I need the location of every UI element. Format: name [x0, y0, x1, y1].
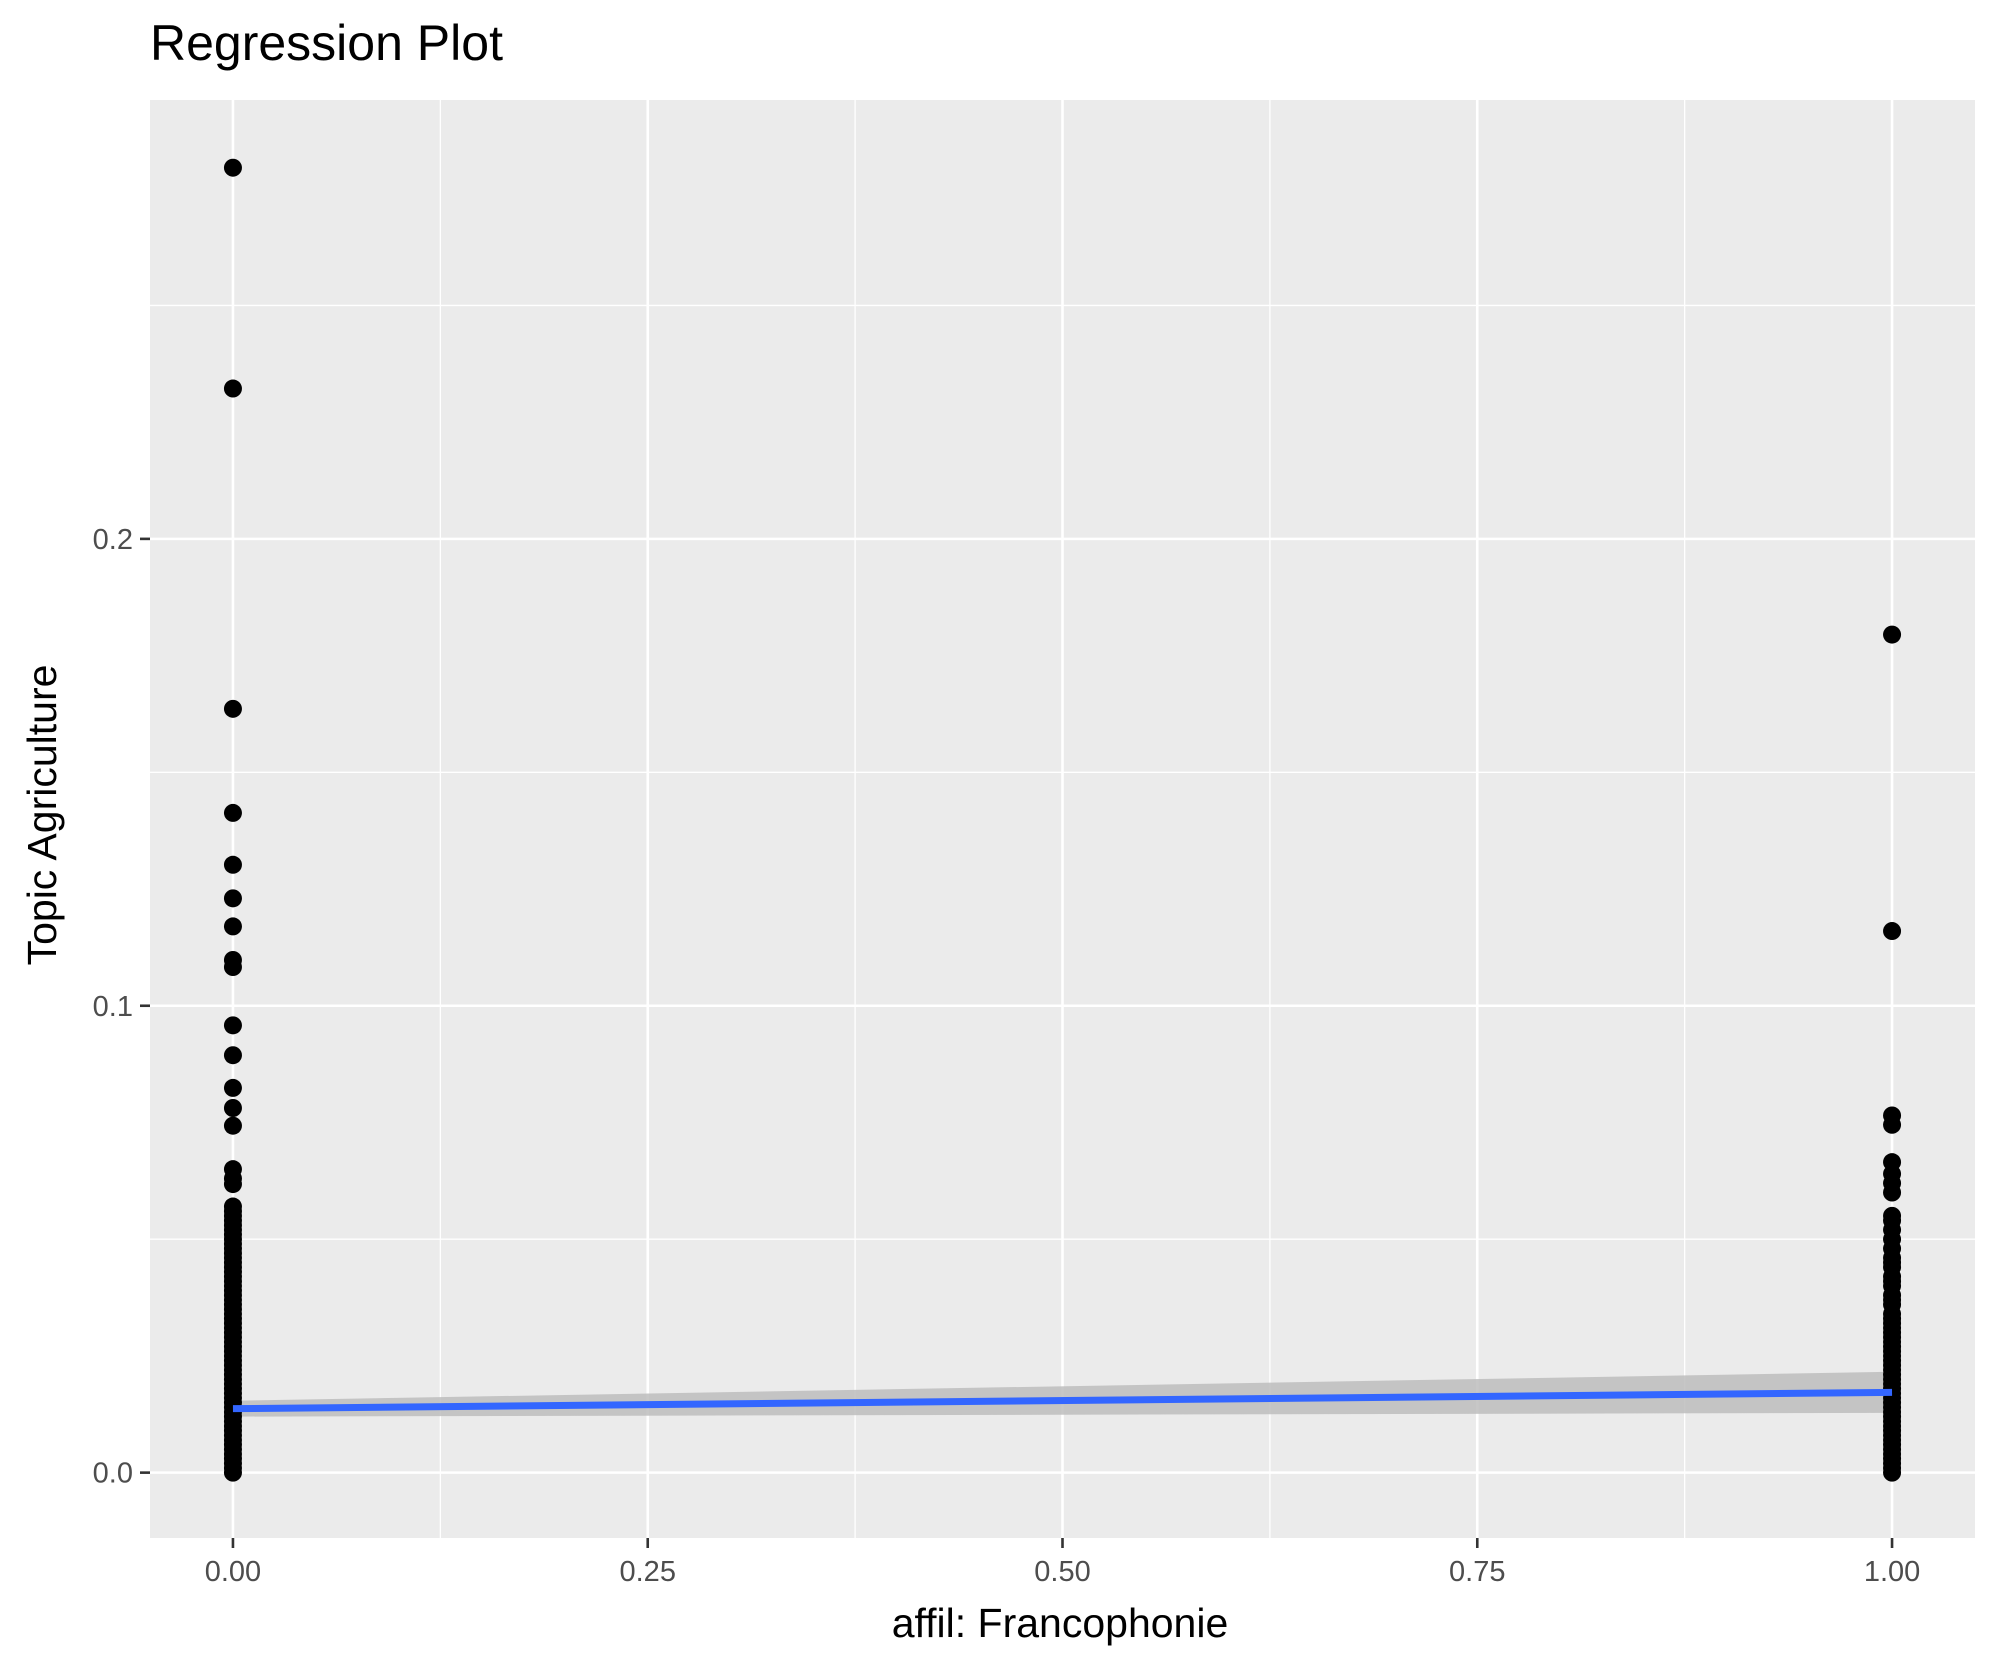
x-axis: 0.00 0.25 0.50 0.75 1.00	[205, 1538, 1920, 1588]
data-point-group-0	[223, 889, 242, 908]
data-point-group-0	[223, 1046, 242, 1065]
y-tick-label: 0.1	[93, 991, 133, 1023]
data-point-group-1	[1883, 1115, 1902, 1134]
x-tick-label: 0.50	[1034, 1556, 1090, 1588]
data-point-group-0	[223, 917, 242, 936]
data-point-group-1	[1883, 1463, 1902, 1482]
regression-line-group	[232, 1388, 1893, 1413]
y-axis-title: Topic Agriculture	[19, 665, 65, 966]
grid-lines	[150, 100, 1975, 1538]
y-axis: 0.0 0.1 0.2	[93, 524, 150, 1490]
data-point-group-0	[223, 1116, 242, 1135]
data-point-group-1	[1883, 1183, 1902, 1202]
x-tick-label: 0.25	[620, 1556, 676, 1588]
data-point-group-1	[1883, 922, 1902, 941]
data-point-group-0	[223, 1016, 242, 1035]
data-point-group-0	[223, 855, 242, 874]
chart-title: Regression Plot	[150, 15, 503, 71]
data-point-group-1	[1883, 625, 1902, 644]
data-point-group-0	[223, 1078, 242, 1097]
data-point-group-0	[223, 158, 242, 177]
y-tick-label: 0.2	[93, 524, 133, 556]
data-point-group-0	[223, 699, 242, 718]
x-tick-label: 1.00	[1864, 1556, 1920, 1588]
x-tick-label: 0.75	[1449, 1556, 1505, 1588]
data-point-group-0	[223, 1463, 242, 1482]
data-point-group-0	[223, 1099, 242, 1118]
x-axis-title: affil: Francophonie	[892, 1600, 1229, 1646]
x-tick-label: 0.00	[205, 1556, 261, 1588]
data-point-group-0	[223, 958, 242, 977]
regression-line	[232, 1388, 1893, 1413]
data-point-group-0	[223, 803, 242, 822]
y-tick-label: 0.0	[93, 1458, 133, 1490]
data-point-group-0	[223, 379, 242, 398]
data-point-group-0	[223, 1175, 242, 1194]
